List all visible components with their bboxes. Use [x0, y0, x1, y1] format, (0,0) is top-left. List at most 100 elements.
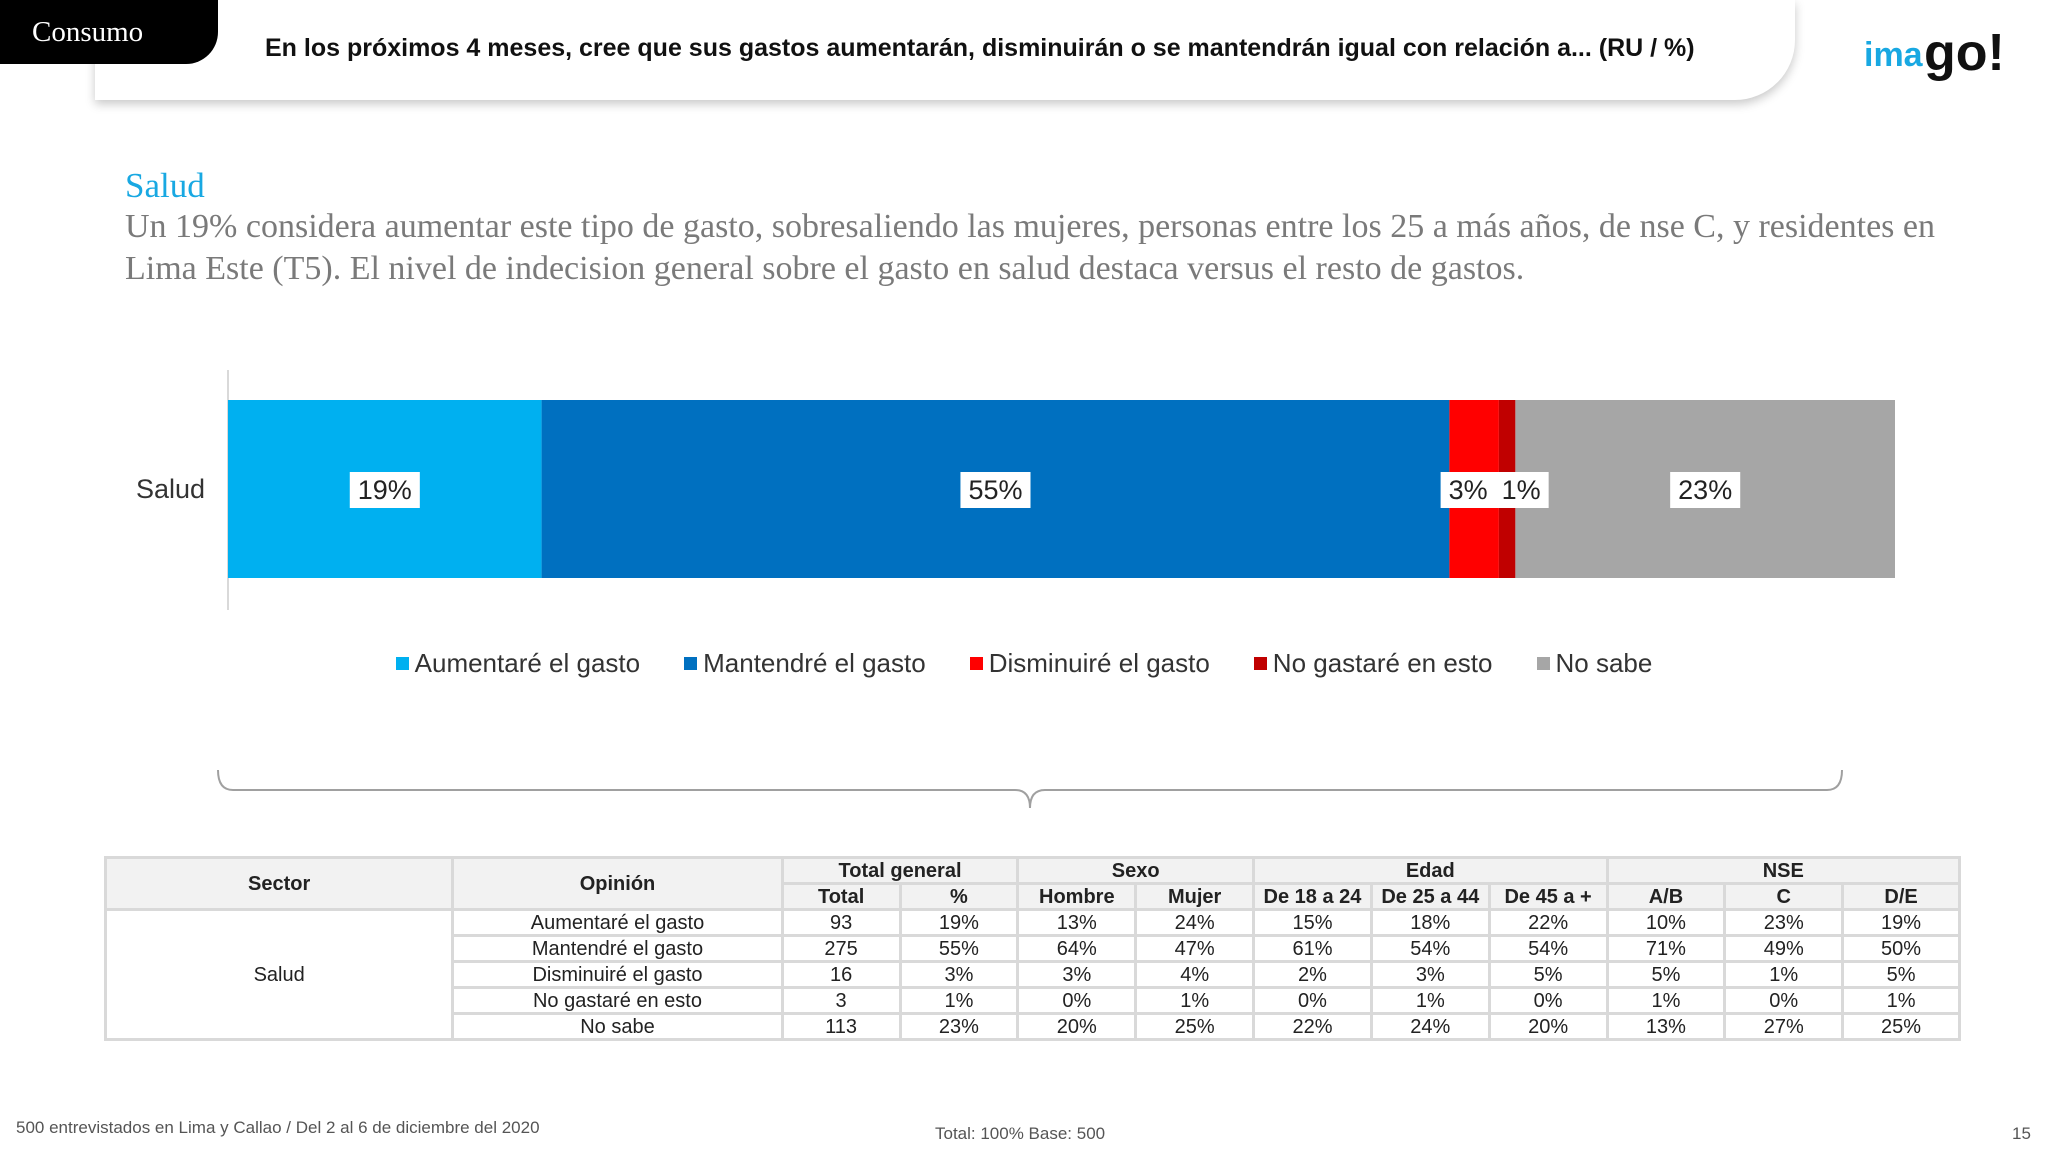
value-cell: 20% — [1016, 1012, 1138, 1041]
value-cell: 23% — [1723, 908, 1845, 937]
subheader-cell: Hombre — [1016, 882, 1138, 911]
chart-legend: Aumentaré el gasto Mantendré el gasto Di… — [0, 648, 2048, 679]
value-cell: 3 — [780, 986, 902, 1015]
value-cell: 16 — [780, 960, 902, 989]
header-opinion: Opinión — [451, 856, 784, 911]
value-cell: 23% — [898, 1012, 1020, 1041]
table-row: Mantendré el gasto 275 55% 64% 47% 61% 54% 54% 7… — [106, 934, 1961, 963]
subheader-cell: A/B — [1605, 882, 1727, 911]
legend-swatch — [969, 657, 983, 670]
legend-item-no-gastare: No gastaré en esto — [1253, 648, 1493, 679]
section-tab: Consumo — [0, 0, 218, 64]
header-bar — [95, 0, 1795, 100]
value-cell: 93 — [780, 908, 902, 937]
value-cell: 0% — [1487, 986, 1609, 1015]
value-cell: 25% — [1841, 1012, 1961, 1041]
subheader-cell: De 45 a + — [1487, 882, 1609, 911]
legend-item-mantendre: Mantendré el gasto — [684, 648, 926, 679]
value-cell: 20% — [1487, 1012, 1609, 1041]
legend-label: No gastaré en esto — [1272, 648, 1493, 678]
value-cell: 19% — [1841, 908, 1961, 937]
insight-text: Un 19% considera aumentar este tipo de g… — [125, 208, 1936, 287]
subheader-cell: De 25 a 44 — [1369, 882, 1491, 911]
legend-swatch — [1253, 657, 1267, 670]
value-cell: 64% — [1016, 934, 1138, 963]
value-cell: 13% — [1605, 1012, 1727, 1041]
segment-label-no-sabe: 23% — [1670, 472, 1741, 508]
legend-label: Mantendré el gasto — [703, 648, 926, 678]
subheader-cell: D/E — [1841, 882, 1961, 911]
value-cell: 49% — [1723, 934, 1845, 963]
value-cell: 24% — [1134, 908, 1256, 937]
segment-label-text: 23% — [1678, 475, 1732, 505]
footer-base-note: Total: 100% Base: 500 — [935, 1124, 1106, 1143]
value-cell: 1% — [1841, 986, 1961, 1015]
subheader-cell: C — [1723, 882, 1845, 911]
question-title: En los próximos 4 meses, cree que sus ga… — [265, 34, 1695, 62]
crosstab-table: Sector Opinión Total general Sexo Edad N… — [103, 856, 1962, 1041]
opinion-cell: Aumentaré el gasto — [451, 908, 784, 937]
segment-label-text: 19% — [358, 475, 412, 505]
imago-logo: ima go! — [1864, 24, 2005, 82]
footer-sample-note: 500 entrevistados en Lima y Callao / Del… — [16, 1118, 540, 1137]
subheader-cell: Mujer — [1134, 882, 1256, 911]
value-cell: 275 — [780, 934, 902, 963]
value-cell: 0% — [1016, 986, 1138, 1015]
value-cell: 24% — [1369, 1012, 1491, 1041]
value-cell: 4% — [1134, 960, 1256, 989]
value-cell: 3% — [1369, 960, 1491, 989]
legend-swatch — [684, 657, 698, 670]
curly-brace — [217, 769, 1843, 809]
category-label: Salud — [136, 474, 205, 504]
legend-label: No sabe — [1555, 648, 1653, 678]
segment-label-bg — [1493, 472, 1549, 508]
opinion-cell: No gastaré en esto — [451, 986, 784, 1015]
header-total-general: Total general — [780, 856, 1020, 885]
value-cell: 50% — [1841, 934, 1961, 963]
value-cell: 2% — [1252, 960, 1373, 989]
opinion-cell: No sabe — [451, 1012, 784, 1041]
segment-labels: 19% 55% 3% 1% 23% — [349, 472, 1741, 508]
insight-title: Salud — [125, 166, 205, 205]
segment-label-bg — [1670, 472, 1741, 508]
subheader-cell: % — [898, 882, 1020, 911]
table-row: No sabe 113 23% 20% 25% 22% 24% 20% 13% 27% 25% — [106, 1012, 1961, 1041]
value-cell: 25% — [1134, 1012, 1256, 1041]
value-cell: 18% — [1369, 908, 1491, 937]
opinion-cell: Mantendré el gasto — [451, 934, 784, 963]
value-cell: 19% — [898, 908, 1020, 937]
value-cell: 3% — [1016, 960, 1138, 989]
value-cell: 1% — [1134, 986, 1256, 1015]
value-cell: 55% — [898, 934, 1020, 963]
value-cell: 22% — [1252, 1012, 1373, 1041]
value-cell: 3% — [898, 960, 1020, 989]
value-cell: 1% — [1605, 986, 1727, 1015]
value-cell: 5% — [1841, 960, 1961, 989]
table-row: No gastaré en esto 3 1% 0% 1% 0% 1% 0% 1% 0% 1% — [106, 986, 1961, 1015]
legend-label: Disminuiré el gasto — [988, 648, 1210, 678]
segment-label-no-gastare: 1% — [1493, 472, 1549, 508]
page-number: 15 — [2012, 1124, 2031, 1143]
svg-text:go!: go! — [1924, 24, 2005, 82]
segment-label-bg — [1440, 472, 1496, 508]
segment-label-disminuire: 3% — [1440, 472, 1496, 508]
value-cell: 47% — [1134, 934, 1256, 963]
legend-swatch — [395, 657, 409, 670]
value-cell: 54% — [1369, 934, 1491, 963]
legend-item-no-sabe: No sabe — [1536, 648, 1653, 679]
segment-label-text: 55% — [968, 475, 1022, 505]
value-cell: 5% — [1487, 960, 1609, 989]
svg-text:ima: ima — [1864, 36, 1924, 74]
segment-label-text: 3% — [1449, 475, 1488, 505]
legend-swatch — [1536, 657, 1550, 670]
opinion-cell: Disminuiré el gasto — [451, 960, 784, 989]
value-cell: 61% — [1252, 934, 1373, 963]
header-sexo: Sexo — [1016, 856, 1256, 885]
value-cell: 13% — [1016, 908, 1138, 937]
segment-label-bg — [349, 472, 420, 508]
segment-label-aumentare: 19% — [349, 472, 420, 508]
header-edad: Edad — [1252, 856, 1609, 885]
bar-segments — [228, 400, 1895, 578]
value-cell: 15% — [1252, 908, 1373, 937]
value-cell: 0% — [1252, 986, 1373, 1015]
